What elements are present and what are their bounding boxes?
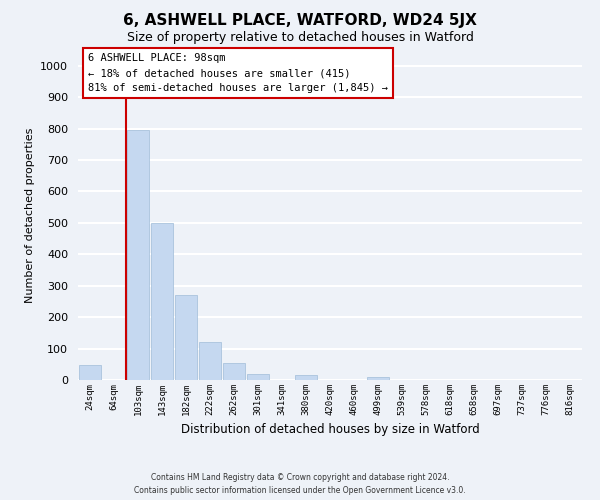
Bar xyxy=(127,130,149,380)
Bar xyxy=(199,342,221,380)
Bar xyxy=(223,362,245,380)
Bar xyxy=(295,376,317,380)
Text: Size of property relative to detached houses in Watford: Size of property relative to detached ho… xyxy=(127,31,473,44)
Text: Contains HM Land Registry data © Crown copyright and database right 2024.
Contai: Contains HM Land Registry data © Crown c… xyxy=(134,473,466,495)
Text: 6 ASHWELL PLACE: 98sqm
← 18% of detached houses are smaller (415)
81% of semi-de: 6 ASHWELL PLACE: 98sqm ← 18% of detached… xyxy=(88,54,388,93)
Bar xyxy=(79,365,101,380)
Bar xyxy=(367,378,389,380)
Bar xyxy=(151,223,173,380)
Bar xyxy=(175,295,197,380)
Bar xyxy=(247,374,269,380)
X-axis label: Distribution of detached houses by size in Watford: Distribution of detached houses by size … xyxy=(181,424,479,436)
Y-axis label: Number of detached properties: Number of detached properties xyxy=(25,128,35,302)
Text: 6, ASHWELL PLACE, WATFORD, WD24 5JX: 6, ASHWELL PLACE, WATFORD, WD24 5JX xyxy=(123,12,477,28)
